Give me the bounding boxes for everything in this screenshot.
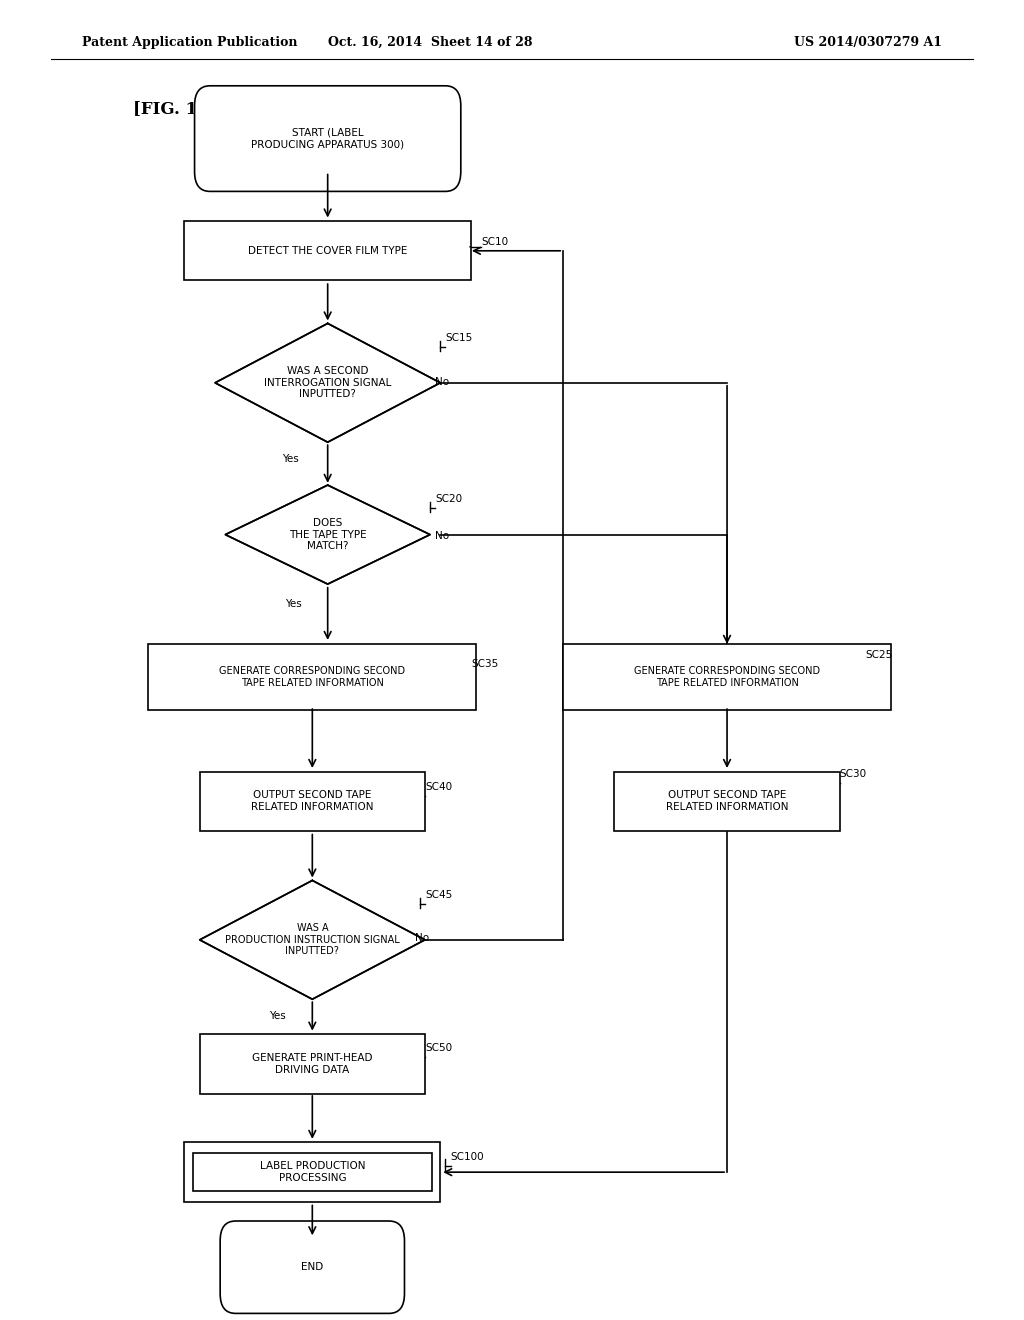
Text: SC10: SC10 <box>481 236 508 247</box>
Text: SC20: SC20 <box>435 494 462 504</box>
FancyBboxPatch shape <box>563 644 891 710</box>
Text: GENERATE CORRESPONDING SECOND
TAPE RELATED INFORMATION: GENERATE CORRESPONDING SECOND TAPE RELAT… <box>634 667 820 688</box>
FancyBboxPatch shape <box>184 220 471 280</box>
Polygon shape <box>200 880 425 999</box>
FancyBboxPatch shape <box>200 1035 425 1093</box>
Polygon shape <box>215 323 440 442</box>
Text: END: END <box>301 1262 324 1272</box>
Text: SC50: SC50 <box>425 1043 452 1053</box>
Text: Yes: Yes <box>269 1011 286 1022</box>
FancyBboxPatch shape <box>200 771 425 832</box>
Text: US 2014/0307279 A1: US 2014/0307279 A1 <box>794 36 942 49</box>
Text: SC40: SC40 <box>425 781 452 792</box>
Text: Yes: Yes <box>282 454 298 465</box>
Text: DETECT THE COVER FILM TYPE: DETECT THE COVER FILM TYPE <box>248 246 408 256</box>
FancyBboxPatch shape <box>148 644 476 710</box>
FancyBboxPatch shape <box>614 771 840 832</box>
Text: No: No <box>415 933 429 944</box>
Text: OUTPUT SECOND TAPE
RELATED INFORMATION: OUTPUT SECOND TAPE RELATED INFORMATION <box>666 791 788 812</box>
Text: GENERATE CORRESPONDING SECOND
TAPE RELATED INFORMATION: GENERATE CORRESPONDING SECOND TAPE RELAT… <box>219 667 406 688</box>
Text: SC45: SC45 <box>425 890 453 900</box>
Text: SC100: SC100 <box>451 1151 484 1162</box>
Bar <box>193 1154 432 1191</box>
FancyBboxPatch shape <box>195 86 461 191</box>
Polygon shape <box>225 486 430 583</box>
Text: SC35: SC35 <box>471 659 499 669</box>
Text: WAS A SECOND
INTERROGATION SIGNAL
INPUTTED?: WAS A SECOND INTERROGATION SIGNAL INPUTT… <box>264 366 391 400</box>
Bar <box>184 1142 440 1201</box>
Text: SC25: SC25 <box>865 649 893 660</box>
Text: No: No <box>435 531 450 541</box>
Text: GENERATE PRINT-HEAD
DRIVING DATA: GENERATE PRINT-HEAD DRIVING DATA <box>252 1053 373 1074</box>
FancyBboxPatch shape <box>220 1221 404 1313</box>
Text: SC15: SC15 <box>445 333 473 343</box>
Text: SC30: SC30 <box>840 768 866 779</box>
Text: [FIG. 15]: [FIG. 15] <box>133 100 217 116</box>
Text: Yes: Yes <box>285 599 301 610</box>
Text: LABEL PRODUCTION
PROCESSING: LABEL PRODUCTION PROCESSING <box>259 1162 366 1183</box>
Text: START (LABEL
PRODUCING APPARATUS 300): START (LABEL PRODUCING APPARATUS 300) <box>251 128 404 149</box>
Text: WAS A
PRODUCTION INSTRUCTION SIGNAL
INPUTTED?: WAS A PRODUCTION INSTRUCTION SIGNAL INPU… <box>225 923 399 957</box>
Text: OUTPUT SECOND TAPE
RELATED INFORMATION: OUTPUT SECOND TAPE RELATED INFORMATION <box>251 791 374 812</box>
Text: No: No <box>435 378 450 388</box>
Text: Oct. 16, 2014  Sheet 14 of 28: Oct. 16, 2014 Sheet 14 of 28 <box>328 36 532 49</box>
Text: DOES
THE TAPE TYPE
MATCH?: DOES THE TAPE TYPE MATCH? <box>289 517 367 552</box>
Text: Patent Application Publication: Patent Application Publication <box>82 36 297 49</box>
